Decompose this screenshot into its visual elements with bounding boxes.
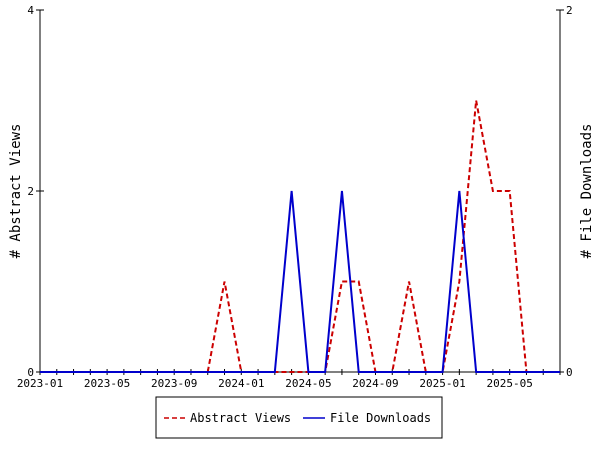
series-line-file-downloads xyxy=(40,190,560,373)
x-tick-label: 2024-09 xyxy=(352,377,398,390)
y-tick-label-left: 4 xyxy=(27,4,34,17)
x-tick-label: 2023-09 xyxy=(151,377,197,390)
x-tick-label: 2023-01 xyxy=(17,377,63,390)
chart-series xyxy=(40,100,560,373)
x-tick-label: 2024-05 xyxy=(285,377,331,390)
x-tick-label: 2025-05 xyxy=(486,377,532,390)
chart-legend: Abstract Views File Downloads xyxy=(155,396,443,439)
legend-label-abstract-views: Abstract Views xyxy=(190,411,291,425)
y-axis-title-left: # Abstract Views xyxy=(8,124,24,259)
chart-axes xyxy=(39,10,561,373)
x-tick-label: 2024-01 xyxy=(218,377,264,390)
x-tick-label: 2023-05 xyxy=(84,377,130,390)
chart-ticks: 2023-01 2023-05 2023-09 2024-01 2024-05 2024-… xyxy=(17,4,573,390)
x-tick-label: 2025-01 xyxy=(419,377,465,390)
y-tick-label-right: 2 xyxy=(566,4,573,17)
legend-box xyxy=(155,396,443,439)
y-tick-label-left: 2 xyxy=(27,185,34,198)
y-axis-title-right: # File Downloads xyxy=(579,124,595,259)
series-line-abstract-views xyxy=(40,100,560,373)
legend-label-file-downloads: File Downloads xyxy=(330,411,431,425)
y-tick-label-left: 0 xyxy=(27,366,34,379)
y-tick-label-right: 0 xyxy=(566,366,573,379)
